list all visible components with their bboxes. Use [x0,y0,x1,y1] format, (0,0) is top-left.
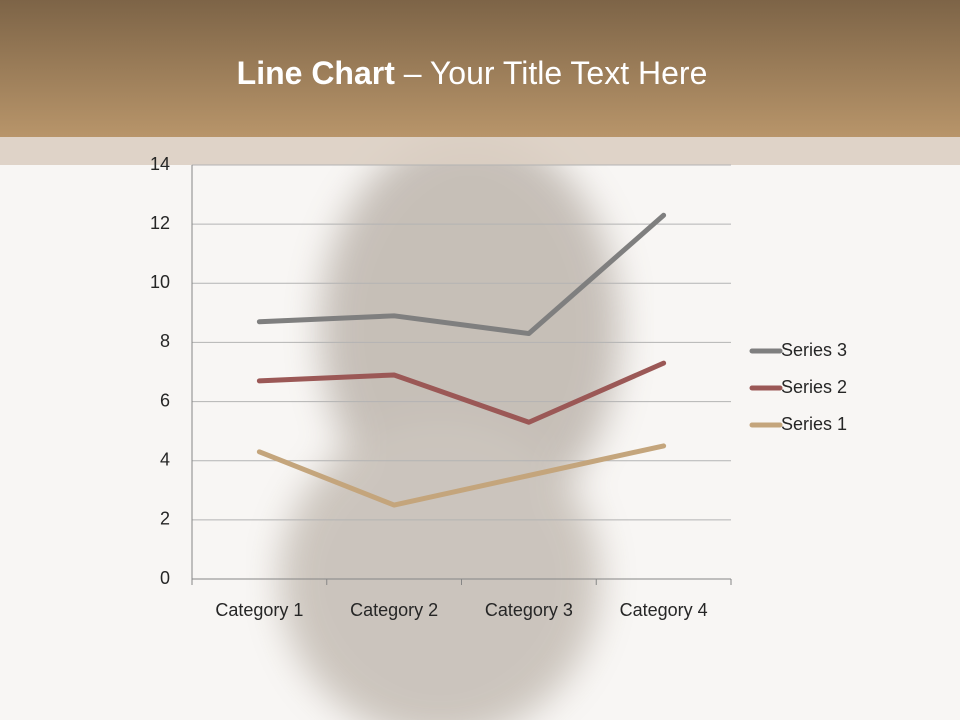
y-tick-label: 8 [160,331,170,351]
x-tick-label: Category 4 [620,600,708,620]
x-tick-label: Category 1 [215,600,303,620]
title-rest: – Your Title Text Here [404,55,708,91]
header-band [0,0,960,137]
series-line [256,360,667,425]
x-tick-label: Category 3 [485,600,573,620]
legend-label: Series 1 [781,414,847,434]
y-tick-label: 4 [160,449,170,469]
legend-label: Series 3 [781,340,847,360]
title-bold: Line Chart [237,55,396,91]
chart: 0 2 4 6 8 10 12 14 Category 1 Category 2 Category … [150,154,847,620]
y-tick-label: 0 [160,568,170,588]
slide-title: Line Chart – Your Title Text Here [237,55,708,91]
y-tick-label: 10 [150,272,170,292]
background-photo [280,130,620,720]
header-strip [0,137,960,165]
y-tick-label: 6 [160,390,170,410]
series-line [256,443,667,508]
y-tick-label: 12 [150,213,170,233]
series-line [256,212,667,337]
y-tick-label: 14 [150,154,170,174]
legend-label: Series 2 [781,377,847,397]
y-tick-label: 2 [160,509,170,529]
x-tick-label: Category 2 [350,600,438,620]
